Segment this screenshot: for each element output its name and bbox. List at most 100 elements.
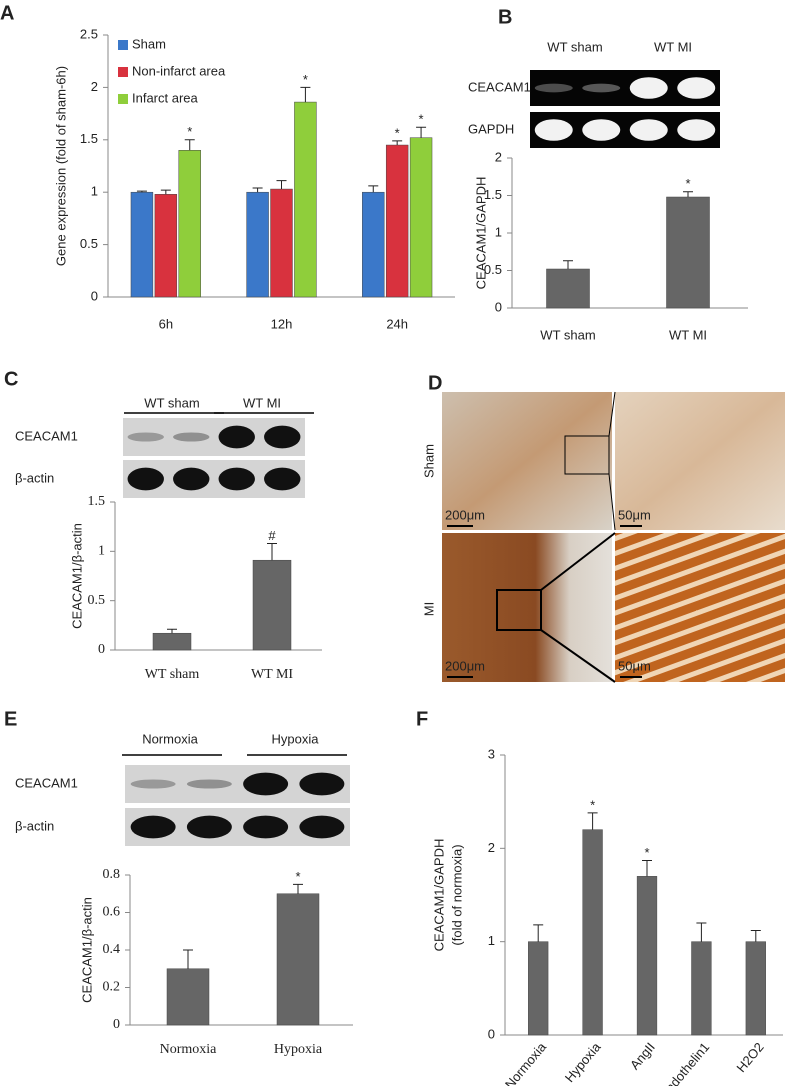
chart-panel: F 0 1 2 3 CEACAM1/GAPDH (fold of normoxia) * * No… (416, 708, 783, 1086)
y-tick-label: 0.8 (103, 867, 121, 882)
y-tick-label: 2 (91, 79, 98, 94)
histology-image (442, 392, 612, 530)
bar (528, 941, 549, 1036)
x-tick-label: Normoxia (160, 1042, 218, 1057)
significance-mark: * (303, 72, 308, 87)
y-tick-label: 1 (98, 544, 105, 559)
bar (745, 941, 766, 1036)
error-bar (642, 859, 652, 877)
error-bar (416, 126, 427, 138)
error-bar (750, 929, 761, 942)
x-tick-label: WT sham (145, 667, 200, 682)
legend-swatch (118, 94, 128, 104)
y-tick-label: 0.5 (88, 593, 106, 608)
y-tick-label: 1.5 (88, 494, 106, 509)
blot-band (218, 467, 255, 491)
blot-row-label: CEACAM1 (15, 775, 78, 790)
bar (582, 829, 603, 1036)
lane-label: Normoxia (142, 731, 198, 746)
panel-letter: C (4, 368, 18, 390)
y-tick-label: 0 (113, 1017, 120, 1032)
blot-row-label: CEACAM1 (15, 428, 78, 443)
blot-band (582, 83, 621, 93)
y-tick-label: 2 (495, 149, 502, 164)
y-axis-label: CEACAM1/β-actin (79, 897, 94, 1003)
bar (130, 191, 154, 298)
blot-band (186, 815, 232, 839)
scale-label: 50μm (618, 507, 651, 522)
lane-label: WT MI (654, 39, 692, 54)
scale-label: 200μm (445, 658, 485, 673)
scale-label: 200μm (445, 507, 485, 522)
blot-band (299, 772, 345, 796)
y-tick-label: 1 (495, 224, 502, 239)
significance-mark: * (590, 797, 595, 812)
chart-panel: B 0 0.5 1 1.5 2 CEACAM1/GAPDH * WT sham WT MI WT s… (468, 6, 748, 342)
y-tick-label: 1.5 (484, 187, 502, 202)
blot-row-label: β-actin (15, 818, 54, 833)
y-tick-label: 0 (495, 299, 502, 314)
error-bar (160, 189, 171, 195)
lane-label: Hypoxia (272, 731, 320, 746)
zoom-line (608, 473, 616, 531)
legend-label: Non-infarct area (132, 63, 226, 78)
chart-panel: A 0 0.5 1 1.5 2 2.5 Gene expression (fold of sh… (0, 2, 455, 331)
x-tick-label: Hypoxia (274, 1042, 323, 1057)
y-axis-label: (fold of normoxia) (449, 844, 464, 945)
row-label: Sham (421, 444, 436, 478)
zoom-line (540, 532, 616, 591)
bar (246, 191, 269, 298)
significance-mark: # (268, 528, 276, 543)
bar (666, 196, 710, 309)
y-tick-label: 1.5 (80, 131, 98, 146)
blot-band (264, 467, 301, 491)
histology-panel: D Sham MI 200μm 50μm 200μm 50μm (421, 372, 785, 683)
lane-label: WT sham (547, 39, 602, 54)
panel-letter: D (428, 372, 442, 394)
blot-band (534, 83, 573, 93)
blot-band (629, 119, 668, 141)
error-bar (696, 922, 707, 942)
panel-letter: E (4, 708, 17, 730)
x-tick-label: 24h (386, 316, 408, 331)
zoom-line (540, 629, 616, 683)
error-bar (184, 139, 195, 151)
y-tick-label: 0.6 (103, 905, 121, 920)
y-tick-label: 0.5 (484, 262, 502, 277)
blot-row-label: GAPDH (468, 121, 514, 136)
significance-mark: * (395, 125, 400, 140)
x-tick-label: 6h (159, 316, 173, 331)
error-bar (563, 260, 573, 269)
significance-mark: * (419, 112, 424, 127)
y-tick-label: 0 (98, 642, 105, 657)
bar (154, 194, 178, 298)
significance-mark: * (685, 176, 690, 191)
blot-band (173, 467, 210, 491)
error-bar (300, 86, 311, 103)
x-tick-label: WT sham (540, 327, 595, 342)
bar (252, 559, 292, 651)
bar (362, 191, 385, 298)
y-axis-label: CEACAM1/GAPDH (473, 177, 488, 290)
blot-band (299, 815, 345, 839)
x-tick-label: endothelin1 (658, 1039, 713, 1086)
bar (178, 150, 201, 298)
bar (152, 632, 192, 651)
bar (385, 144, 409, 298)
lane-label: WT MI (243, 395, 281, 410)
blot-row-label: β-actin (15, 470, 54, 485)
bar (294, 101, 317, 298)
error-bar (533, 924, 544, 942)
row-label: MI (421, 602, 436, 616)
panel-letter: A (0, 2, 14, 24)
x-tick-label: WT MI (669, 327, 707, 342)
x-tick-label: WT MI (251, 667, 293, 682)
panel-letter: F (416, 708, 428, 730)
error-bar (587, 812, 598, 830)
blot-band (677, 77, 716, 99)
chart-panel: C 0 0.5 1 1.5 CEACAM1/β-actin # WT sham WT MI WT … (4, 368, 322, 682)
significance-mark: * (644, 845, 649, 860)
legend-label: Infarct area (132, 90, 199, 105)
y-tick-label: 0.2 (103, 980, 121, 995)
